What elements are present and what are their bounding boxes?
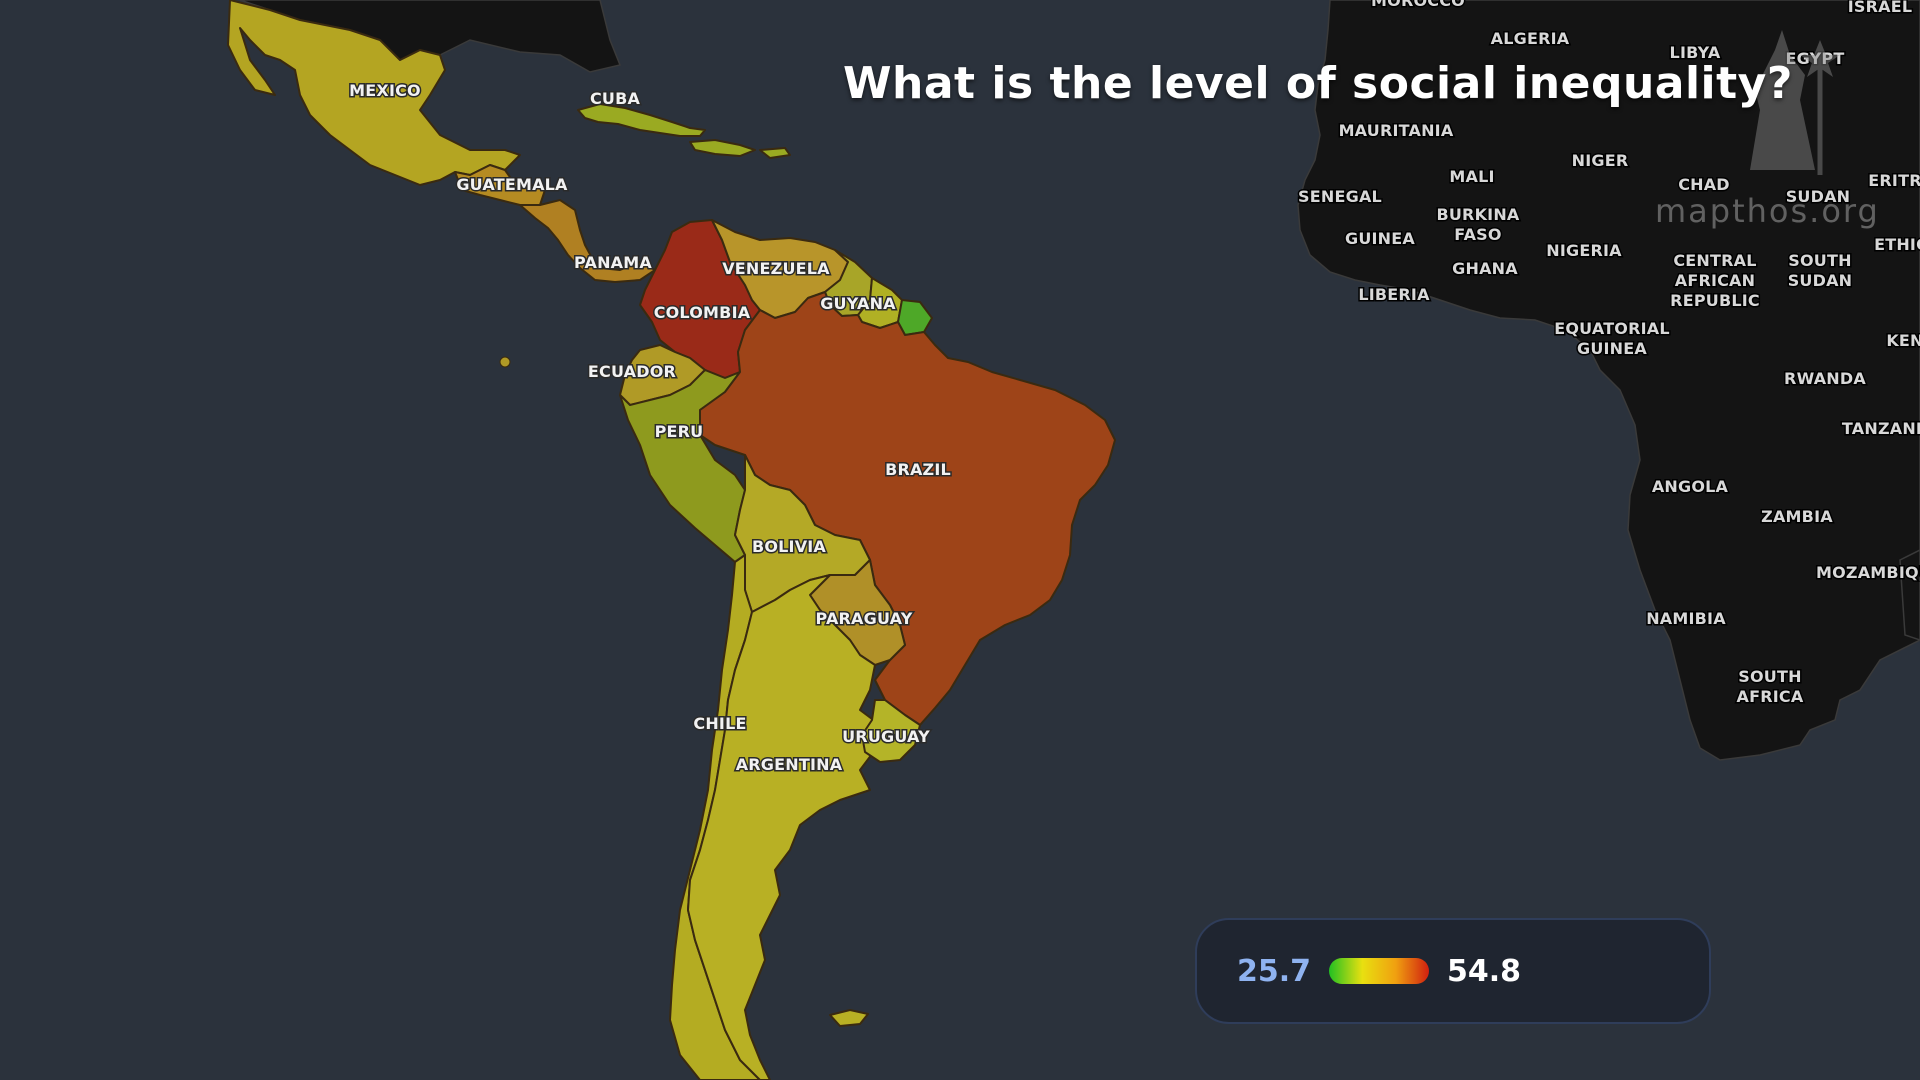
label-tanzania: TANZANI	[1842, 419, 1920, 438]
country-uruguay	[861, 699, 921, 763]
label-mozambique: MOZAMBIQU	[1816, 563, 1920, 582]
label-burkina: BURKINA	[1436, 205, 1519, 224]
label-mauritania: MAURITANIA	[1339, 121, 1454, 140]
label-namibia: NAMIBIA	[1646, 609, 1726, 628]
label-rwanda: RWANDA	[1784, 369, 1866, 388]
map-title: What is the level of social inequality?	[843, 58, 1793, 109]
label-equatorial: EQUATORIAL	[1554, 319, 1670, 338]
galapagos-islands	[499, 356, 511, 368]
label-south-sudan-1: SOUTH	[1788, 251, 1851, 270]
country-mexico	[227, 0, 521, 186]
label-ecuador: ECUADOR	[588, 362, 676, 381]
label-central: CENTRAL	[1673, 251, 1756, 270]
label-paraguay: PARAGUAY	[815, 609, 912, 628]
label-liberia: LIBERIA	[1358, 285, 1430, 304]
label-ethiopia: ETHIO	[1874, 235, 1920, 254]
legend-gradient-bar	[1329, 958, 1430, 984]
label-sudan: SUDAN	[1786, 187, 1851, 206]
label-mexico: MEXICO	[349, 81, 421, 100]
country-peru	[619, 369, 746, 563]
label-zambia: ZAMBIA	[1761, 507, 1833, 526]
country-cuba	[577, 103, 706, 137]
label-faso: FASO	[1454, 225, 1501, 244]
caribbean-islands	[689, 139, 791, 159]
label-nigeria: NIGERIA	[1546, 241, 1622, 260]
label-argentina: ARGENTINA	[736, 755, 843, 774]
label-libya: LIBYA	[1670, 43, 1721, 62]
falkland-islands	[829, 1009, 869, 1027]
label-guatemala: GUATEMALA	[456, 175, 568, 194]
label-cuba: CUBA	[590, 89, 641, 108]
label-panama: PANAMA	[574, 253, 652, 272]
label-niger: NIGER	[1572, 151, 1629, 170]
label-african: AFRICAN	[1675, 271, 1756, 290]
label-bolivia: BOLIVIA	[752, 537, 826, 556]
label-republic: REPUBLIC	[1670, 291, 1760, 310]
country-central-america	[519, 199, 656, 283]
label-ghana: GHANA	[1452, 259, 1518, 278]
label-equatorial-guinea: GUINEA	[1577, 339, 1647, 358]
madagascar-island	[1899, 549, 1920, 641]
country-guatemala	[454, 164, 546, 206]
label-eritrea: ERITR	[1868, 171, 1920, 190]
label-algeria: ALGERIA	[1491, 29, 1570, 48]
wizard-logo-icon	[1750, 30, 1840, 175]
legend-max-value: 54.8	[1447, 953, 1522, 989]
label-chad: CHAD	[1678, 175, 1730, 194]
label-peru: PERU	[655, 422, 704, 441]
country-argentina	[687, 574, 881, 1080]
label-angola: ANGOLA	[1652, 477, 1729, 496]
label-senegal: SENEGAL	[1298, 187, 1382, 206]
label-colombia: COLOMBIA	[654, 303, 751, 322]
legend: 25.7 54.8	[1195, 918, 1711, 1024]
label-chile: CHILE	[693, 714, 746, 733]
label-egypt: EGYPT	[1786, 49, 1845, 68]
label-south-sudan-2: SUDAN	[1788, 271, 1853, 290]
label-guinea: GUINEA	[1345, 229, 1415, 248]
label-mali: MALI	[1449, 167, 1494, 186]
africa-landmass	[1297, 0, 1920, 761]
label-south-africa-2: AFRICA	[1737, 687, 1804, 706]
label-morocco: MOROCCO	[1371, 0, 1465, 10]
label-south-africa-1: SOUTH	[1738, 667, 1801, 686]
label-israel: ISRAEL	[1848, 0, 1913, 16]
label-venezuela: VENEZUELA	[722, 259, 830, 278]
legend-min-value: 25.7	[1237, 953, 1312, 989]
label-uruguay: URUGUAY	[842, 727, 930, 746]
label-kenya: KEN	[1886, 331, 1920, 350]
label-guyana: GUYANA	[820, 294, 896, 313]
watermark-text: mapthos.org	[1655, 192, 1880, 230]
label-brazil: BRAZIL	[885, 460, 951, 479]
